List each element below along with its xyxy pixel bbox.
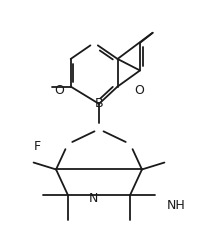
- Text: O: O: [134, 83, 144, 96]
- Text: N: N: [89, 192, 98, 206]
- Text: B: B: [95, 97, 103, 110]
- Text: NH: NH: [166, 199, 185, 212]
- Text: F: F: [34, 140, 41, 153]
- Text: O: O: [54, 83, 64, 96]
